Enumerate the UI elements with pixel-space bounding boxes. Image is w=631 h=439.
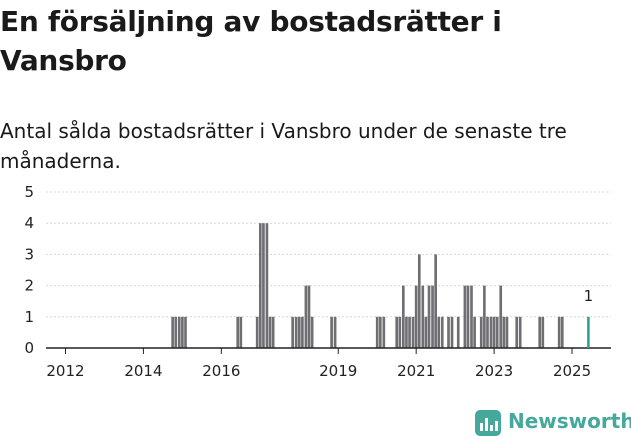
bar [262, 223, 265, 348]
x-tick-label: 2016 [202, 362, 240, 380]
bar [463, 285, 467, 348]
highlight-label: 1 [584, 287, 594, 305]
bar [502, 316, 506, 348]
bar [437, 316, 441, 348]
x-tick-label: 2025 [553, 362, 591, 380]
x-tick-label: 2014 [124, 362, 162, 380]
bar [560, 316, 564, 348]
bar [268, 316, 272, 348]
bar [301, 316, 304, 348]
bar [538, 316, 542, 348]
bar [375, 316, 379, 348]
bar [395, 316, 399, 348]
bar [401, 285, 405, 348]
y-tick-label: 5 [24, 183, 34, 201]
y-tick-label: 3 [24, 245, 34, 263]
bar [518, 316, 522, 348]
bar [304, 285, 308, 348]
brand-name: Newsworthy [508, 409, 631, 433]
bar [505, 316, 509, 348]
x-tick-label: 2021 [397, 362, 435, 380]
bar [557, 316, 561, 348]
x-tick-label: 2012 [46, 362, 84, 380]
bar [255, 316, 259, 348]
bar [447, 316, 450, 348]
y-tick-label: 1 [24, 308, 34, 326]
bar [330, 316, 333, 348]
bar [408, 316, 411, 348]
bar [379, 316, 382, 348]
bar [495, 316, 499, 348]
bar [456, 316, 460, 348]
bar [486, 316, 489, 348]
bar [236, 316, 240, 348]
gridlines [46, 191, 611, 318]
bar [414, 285, 418, 348]
bar [307, 285, 311, 348]
highlight-annotation: 1 [584, 287, 594, 348]
highlight-bar [587, 316, 590, 348]
bar [291, 316, 294, 348]
bar [184, 316, 187, 348]
bars [171, 223, 564, 348]
bar [181, 316, 184, 348]
bar [479, 316, 483, 348]
y-axis: 0 1 2 3 4 5 [24, 183, 34, 357]
bar [424, 316, 428, 348]
y-tick-label: 2 [24, 277, 34, 295]
bar [382, 316, 386, 348]
bar [174, 316, 178, 348]
chart-title: En försäljning av bostadsrätter i Vansbr… [0, 5, 502, 77]
bar [440, 316, 444, 348]
bar [450, 316, 454, 348]
newsworthy-bar-chart-icon [475, 410, 501, 436]
y-tick-label: 0 [24, 339, 34, 357]
bar [333, 316, 337, 348]
bar [421, 285, 425, 348]
bar [258, 223, 262, 348]
bar [239, 316, 243, 348]
bar-chart: 0 1 2 3 4 5 2012 2014 2016 2019 2021 2023 2025 1 [24, 183, 611, 380]
x-tick-label: 2023 [475, 362, 513, 380]
bar [310, 316, 314, 348]
y-tick-label: 4 [24, 214, 34, 232]
bar [405, 316, 408, 348]
bar [431, 285, 434, 348]
bar [411, 316, 415, 348]
bar [541, 316, 545, 348]
bar [177, 316, 181, 348]
bar [434, 254, 437, 348]
bar [515, 316, 519, 348]
bar [473, 316, 476, 348]
chart-subtitle: Antal sålda bostadsrätter i Vansbro unde… [0, 119, 567, 173]
bar [265, 223, 269, 348]
bar [489, 316, 493, 348]
x-axis: 2012 2014 2016 2019 2021 2023 2025 [46, 347, 611, 380]
bar [492, 316, 496, 348]
bar [466, 285, 470, 348]
bar [417, 254, 421, 348]
bar [427, 285, 431, 348]
bar [398, 316, 402, 348]
bar [271, 316, 275, 348]
bar [470, 285, 473, 348]
bar [294, 316, 298, 348]
bar [171, 316, 174, 348]
bar [499, 285, 503, 348]
bar [297, 316, 301, 348]
x-tick-label: 2019 [319, 362, 357, 380]
bar [483, 285, 486, 348]
